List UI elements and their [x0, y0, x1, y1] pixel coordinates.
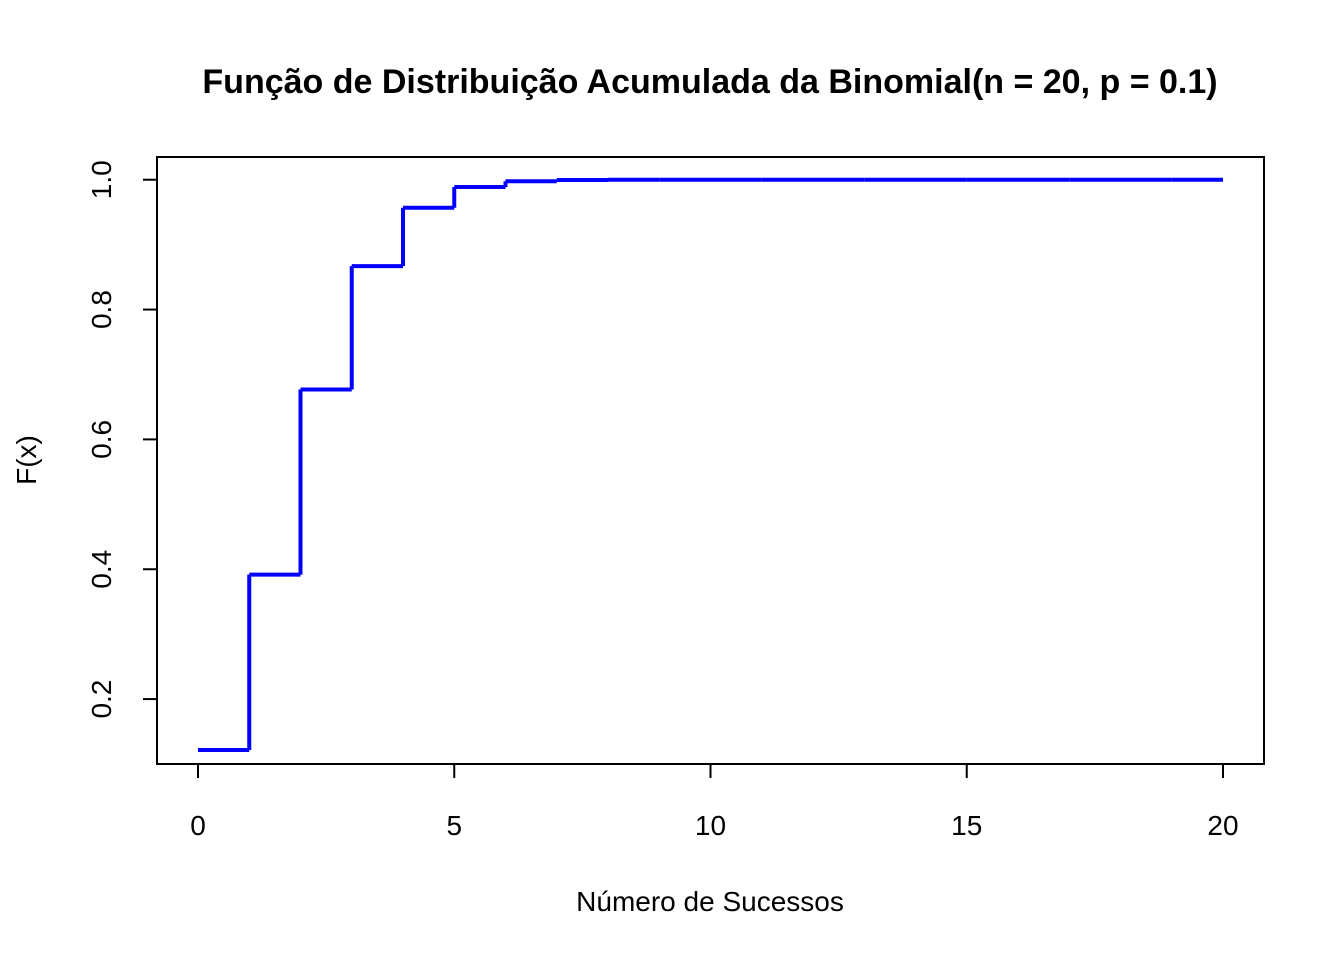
y-tick-label: 0.8 [86, 290, 117, 329]
y-tick-label: 0.6 [86, 420, 117, 459]
y-axis: 0.2 0.4 0.6 0.8 1.0 [86, 160, 158, 719]
x-axis-label: Número de Sucessos [576, 886, 844, 917]
x-tick-label: 5 [446, 810, 462, 841]
y-tick-label: 1.0 [86, 160, 117, 199]
x-tick-label: 10 [695, 810, 726, 841]
chart-title: Função de Distribuição Acumulada da Bino… [202, 63, 1217, 101]
y-axis-label: F(x) [11, 435, 42, 485]
x-tick-label: 15 [951, 810, 982, 841]
y-tick-label: 0.2 [86, 680, 117, 719]
cdf-series [198, 177, 1223, 752]
x-axis: 0 5 10 15 20 [190, 763, 1239, 841]
plot-frame [156, 156, 1265, 765]
x-tick-label: 0 [190, 810, 206, 841]
y-tick-label: 0.4 [86, 550, 117, 589]
x-tick-label: 20 [1207, 810, 1238, 841]
